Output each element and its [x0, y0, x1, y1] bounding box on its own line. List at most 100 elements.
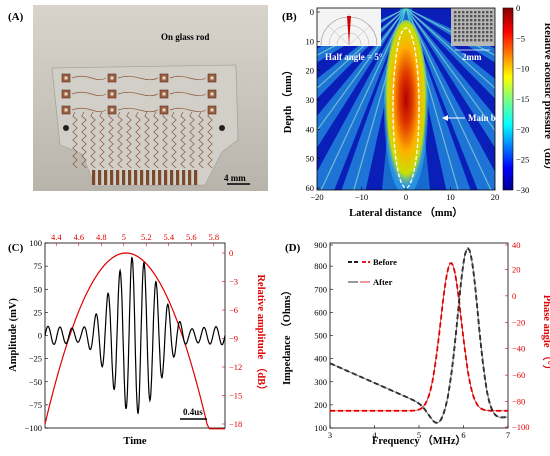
c-y-tick-label: −25 [29, 354, 42, 364]
d-y-tick-label: 900 [314, 240, 327, 250]
panel-d-label: (D) [285, 242, 301, 254]
b-x-tick-label: −20 [310, 192, 323, 202]
colorbar-tick-label: −10 [516, 64, 529, 74]
c-x-top-tick-label: 5.6 [186, 232, 197, 242]
b-x-tick-label: 10 [446, 192, 455, 202]
d-x-tick-label: 5 [417, 430, 421, 440]
inset-scale-label: 2mm [462, 52, 482, 62]
b-y-tick-label: 20 [306, 66, 315, 76]
d-y-tick-label: 200 [314, 400, 327, 410]
d-y-right-tick-label: −40 [512, 344, 525, 354]
d-y-right-tick-label: −20 [512, 317, 525, 327]
c-y-axis-title: Amplitude (mV) [8, 298, 19, 372]
electrode-pads [61, 73, 225, 131]
d-y-tick-label: 700 [314, 284, 327, 294]
c-x-top-ticks: 4.4 4.6 4.8 5 5.2 5.4 5.6 5.8 [51, 232, 219, 246]
c-y-ticks: 100 75 50 25 0 −25 −50 −75 −100 [24, 238, 48, 433]
c-x-top-tick-label: 5.8 [208, 232, 219, 242]
beam-contour [392, 27, 420, 189]
impedance-before-line [329, 247, 509, 424]
flexible-substrate [51, 64, 239, 187]
panel-a: (A) On glass rod 4 mm [8, 5, 268, 191]
c-x-top-tick-label: 4.6 [73, 232, 84, 242]
half-angle-label: Half angle = 5° [325, 52, 383, 62]
d-y-ticks: 900 800 700 600 500 400 300 200 100 [314, 240, 333, 433]
time-scale-label: 0.4us [183, 407, 203, 417]
c-y-tick-label: 0 [38, 331, 42, 341]
impedance-after-line [329, 247, 509, 424]
d-y-right-tick-label: 0 [512, 291, 516, 301]
b-x-ticks: −20 −10 0 10 20 [310, 187, 499, 202]
c-x-top-tick-label: 5 [122, 232, 126, 242]
c-y-right-tick-label: −12 [229, 362, 242, 372]
d-x-tick-label: 3 [328, 430, 332, 440]
c-y-right-tick-label: −6 [229, 305, 238, 315]
c-x-top-tick-label: 4.8 [96, 232, 107, 242]
d-x-tick-label: 4 [372, 430, 377, 440]
c-y-tick-label: 50 [34, 284, 43, 294]
array-inset [451, 8, 495, 46]
colorbar-tick-label: −15 [516, 94, 529, 104]
c-x-top-tick-label: 4.4 [51, 232, 62, 242]
b-y-tick-label: 30 [306, 95, 315, 105]
panel-d: (D) 3 4 5 6 7 900 800 700 600 500 400 300 200 100 40… [280, 240, 550, 447]
c-x-top-tick-label: 5.4 [163, 232, 174, 242]
b-x-tick-label: 0 [404, 192, 408, 202]
d-y-tick-label: 400 [314, 354, 327, 364]
colorbar-tick-label: 0 [516, 3, 520, 13]
c-y-tick-label: −50 [29, 377, 42, 387]
b-y-tick-label: 0 [310, 7, 314, 17]
c-y-right-tick-label: −3 [229, 277, 238, 287]
glass-rod-annotation: On glass rod [161, 32, 209, 42]
scale-bar-a-label: 4 mm [224, 173, 246, 183]
panel-b: (B) Half angle = 5° [281, 3, 550, 219]
d-y-axis-title: Impedance （Ohms） [280, 285, 293, 385]
echo-signal-line [44, 256, 226, 415]
b-x-tick-label: −10 [355, 192, 368, 202]
connector-comb [92, 170, 198, 185]
d-x-axis-title: Frequency （MHz） [372, 434, 466, 447]
b-y-ticks: 0 10 20 30 40 50 60 [306, 7, 320, 193]
d-y-right-axis-title: Phase angle （°） [541, 295, 550, 376]
c-y-right-tick-label: −15 [229, 391, 242, 401]
c-y-tick-label: 75 [34, 261, 43, 271]
serpentine-traces [71, 75, 213, 169]
d-y-tick-label: 300 [314, 377, 327, 387]
d-y-tick-label: 100 [314, 423, 327, 433]
c-y-tick-label: −75 [29, 400, 42, 410]
colorbar-tick-label: −25 [516, 155, 529, 165]
c-y-tick-label: 100 [29, 238, 42, 248]
d-y-tick-label: 600 [314, 307, 327, 317]
legend-after: After [373, 277, 393, 287]
b-y-tick-label: 50 [306, 154, 315, 164]
legend-before: Before [373, 257, 397, 267]
panel-a-label: (A) [8, 11, 24, 23]
b-y-tick-label: 10 [306, 36, 315, 46]
b-x-tick-label: 20 [491, 192, 500, 202]
panel-c: (C) 100 75 50 25 0 −25 −50 −75 −100 0 −3 −6 −9 −12 −1… [8, 232, 268, 447]
polar-inset [317, 8, 381, 46]
c-y-right-tick-label: −18 [229, 419, 242, 429]
phase-after-line [330, 262, 508, 412]
d-y-tick-label: 500 [314, 331, 327, 341]
c-y-tick-label: −100 [24, 423, 42, 433]
c-y-right-ticks: 0 −3 −6 −9 −12 −15 −18 [222, 248, 242, 429]
b-y-axis-title: Depth （mm） [281, 65, 294, 134]
main-beam-label: Main beam [468, 113, 512, 123]
d-x-tick-label: 7 [506, 430, 510, 440]
panel-c-label: (C) [8, 242, 24, 254]
d-y-tick-label: 800 [314, 261, 327, 271]
d-x-tick-label: 6 [461, 430, 465, 440]
d-y-right-ticks: 40 20 0 −20 −40 −60 −80 −100 [505, 240, 530, 432]
b-y-tick-label: 40 [306, 124, 315, 134]
d-y-right-tick-label: −100 [512, 422, 530, 432]
colorbar [502, 7, 514, 191]
d-y-right-tick-label: −80 [512, 397, 525, 407]
main-beam [384, 20, 428, 190]
c-y-right-tick-label: −9 [229, 334, 238, 344]
colorbar-tick-label: −30 [516, 185, 529, 195]
c-x-top-tick-label: 5.2 [141, 232, 152, 242]
phase-before-line [330, 262, 508, 412]
colorbar-ticks: 0 −5 −10 −15 −20 −25 −30 [516, 3, 529, 195]
